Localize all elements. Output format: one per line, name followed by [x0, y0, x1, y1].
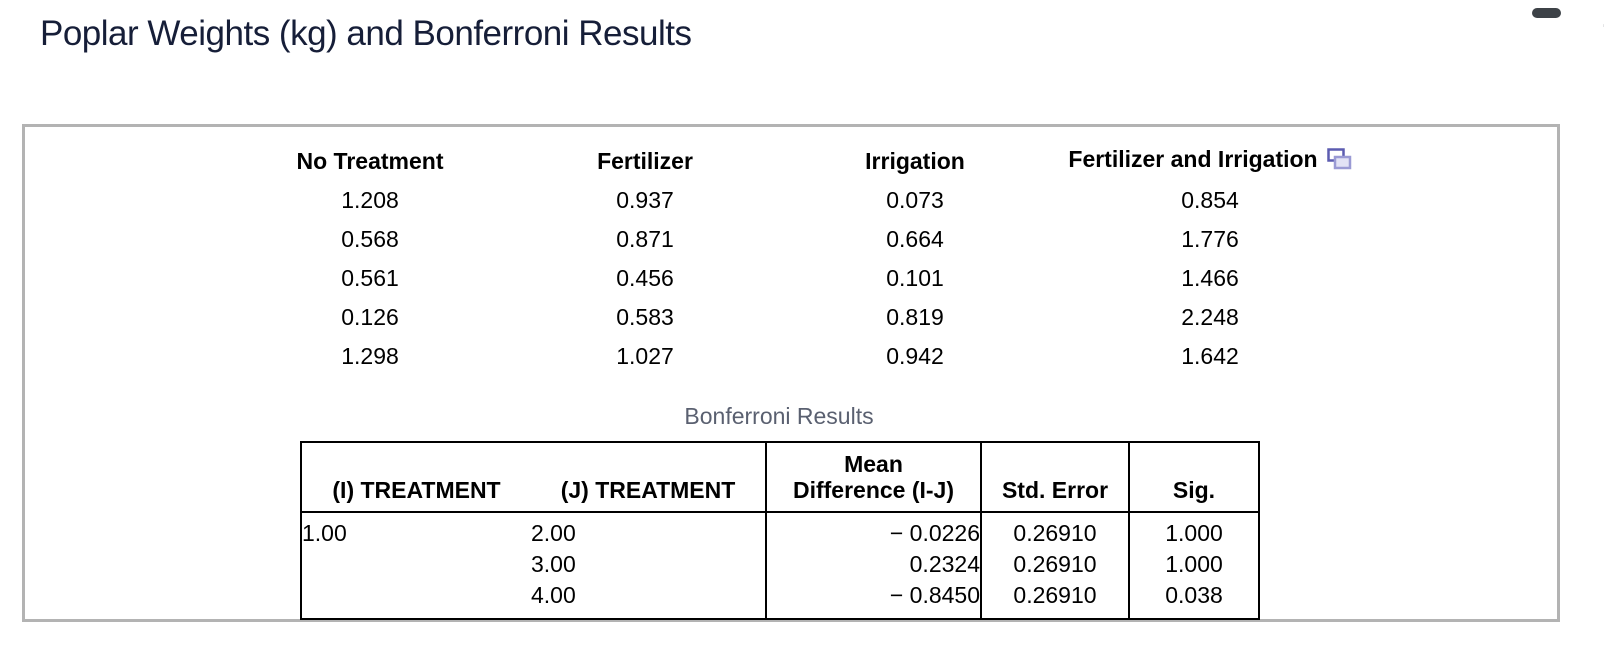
weight-value: 2.248 [1181, 304, 1239, 330]
weight-value: 0.561 [341, 265, 399, 291]
weights-row: 1.298 1.027 0.942 1.642 [225, 337, 1365, 376]
weights-row: 0.561 0.456 0.101 1.466 [225, 259, 1365, 298]
weights-header-row: No Treatment Fertilizer Irrigation Ferti… [225, 141, 1365, 181]
weights-row: 0.568 0.871 0.664 1.776 [225, 220, 1365, 259]
cutoff-edge-glyph: 2 [1603, 2, 1604, 35]
weights-row: 0.126 0.583 0.819 2.248 [225, 298, 1365, 337]
bonferroni-header-row: (I) TREATMENT (J) TREATMENT Mean Differe… [301, 442, 1259, 513]
j-treatment-value: 4.00 [531, 582, 576, 608]
col-header-std-error: Std. Error [980, 442, 1129, 513]
weight-value: 1.776 [1181, 226, 1239, 252]
weight-value: 0.126 [341, 304, 399, 330]
i-treatment-value: 1.00 [302, 520, 347, 546]
weight-value: 1.642 [1181, 343, 1239, 369]
col-header-irrigation: Irrigation [865, 147, 965, 174]
weight-value: 0.942 [886, 343, 944, 369]
weight-value: 1.298 [341, 343, 399, 369]
weight-value: 0.664 [886, 226, 944, 252]
weights-row: 1.208 0.937 0.073 0.854 [225, 181, 1365, 220]
i-treatment-value [301, 580, 531, 619]
weight-value: 0.073 [886, 187, 944, 213]
content-panel: No Treatment Fertilizer Irrigation Ferti… [22, 124, 1560, 622]
bonferroni-row: 4.00 − 0.8450 0.26910 0.038 [301, 580, 1259, 619]
col-header-fertilizer: Fertilizer [597, 147, 693, 174]
bonferroni-caption: Bonferroni Results [684, 403, 874, 429]
i-treatment-value [301, 549, 531, 580]
mean-difference-value: − 0.0226 [765, 512, 981, 549]
std-error-value: 0.26910 [980, 512, 1129, 549]
j-treatment-value: 2.00 [531, 520, 576, 546]
bonferroni-table: (I) TREATMENT (J) TREATMENT Mean Differe… [300, 441, 1260, 620]
col-header-sig: Sig. [1128, 442, 1259, 513]
col-header-j-treatment: (J) TREATMENT [531, 442, 766, 513]
col-header-fertilizer-and-irrigation-label: Fertilizer and Irrigation [1068, 145, 1318, 172]
weight-value: 1.466 [1181, 265, 1239, 291]
col-header-no-treatment: No Treatment [296, 147, 444, 174]
mean-difference-value: − 0.8450 [765, 580, 981, 619]
popout-windows-icon[interactable] [1326, 147, 1352, 177]
weight-value: 0.937 [616, 187, 674, 213]
poplar-weights-table: No Treatment Fertilizer Irrigation Ferti… [225, 141, 1365, 376]
weight-value: 0.583 [616, 304, 674, 330]
weight-value: 1.208 [341, 187, 399, 213]
sig-value: 1.000 [1128, 549, 1259, 580]
col-header-mean-difference-line2: Difference (I-J) [792, 477, 955, 503]
std-error-value: 0.26910 [980, 580, 1129, 619]
weight-value: 0.456 [616, 265, 674, 291]
page-title: Poplar Weights (kg) and Bonferroni Resul… [40, 14, 692, 53]
col-header-i-treatment: (I) TREATMENT [301, 442, 531, 513]
weight-value: 0.101 [886, 265, 944, 291]
col-header-fertilizer-and-irrigation: Fertilizer and Irrigation [1055, 141, 1365, 181]
weight-value: 0.871 [616, 226, 674, 252]
bonferroni-row: 1.00 2.00 − 0.0226 0.26910 1.000 [301, 512, 1259, 549]
sig-value: 1.000 [1128, 512, 1259, 549]
weight-value: 0.819 [886, 304, 944, 330]
weight-value: 1.027 [616, 343, 674, 369]
weight-value: 0.854 [1181, 187, 1239, 213]
j-treatment-value: 3.00 [531, 551, 576, 577]
sig-value: 0.038 [1128, 580, 1259, 619]
minimize-dash-icon[interactable] [1532, 8, 1561, 18]
col-header-mean-difference-line1: Mean [844, 451, 903, 477]
col-header-mean-difference: Mean Difference (I-J) [765, 442, 981, 513]
weight-value: 0.568 [341, 226, 399, 252]
bonferroni-row: 3.00 0.2324 0.26910 1.000 [301, 549, 1259, 580]
mean-difference-value: 0.2324 [765, 549, 981, 580]
std-error-value: 0.26910 [980, 549, 1129, 580]
